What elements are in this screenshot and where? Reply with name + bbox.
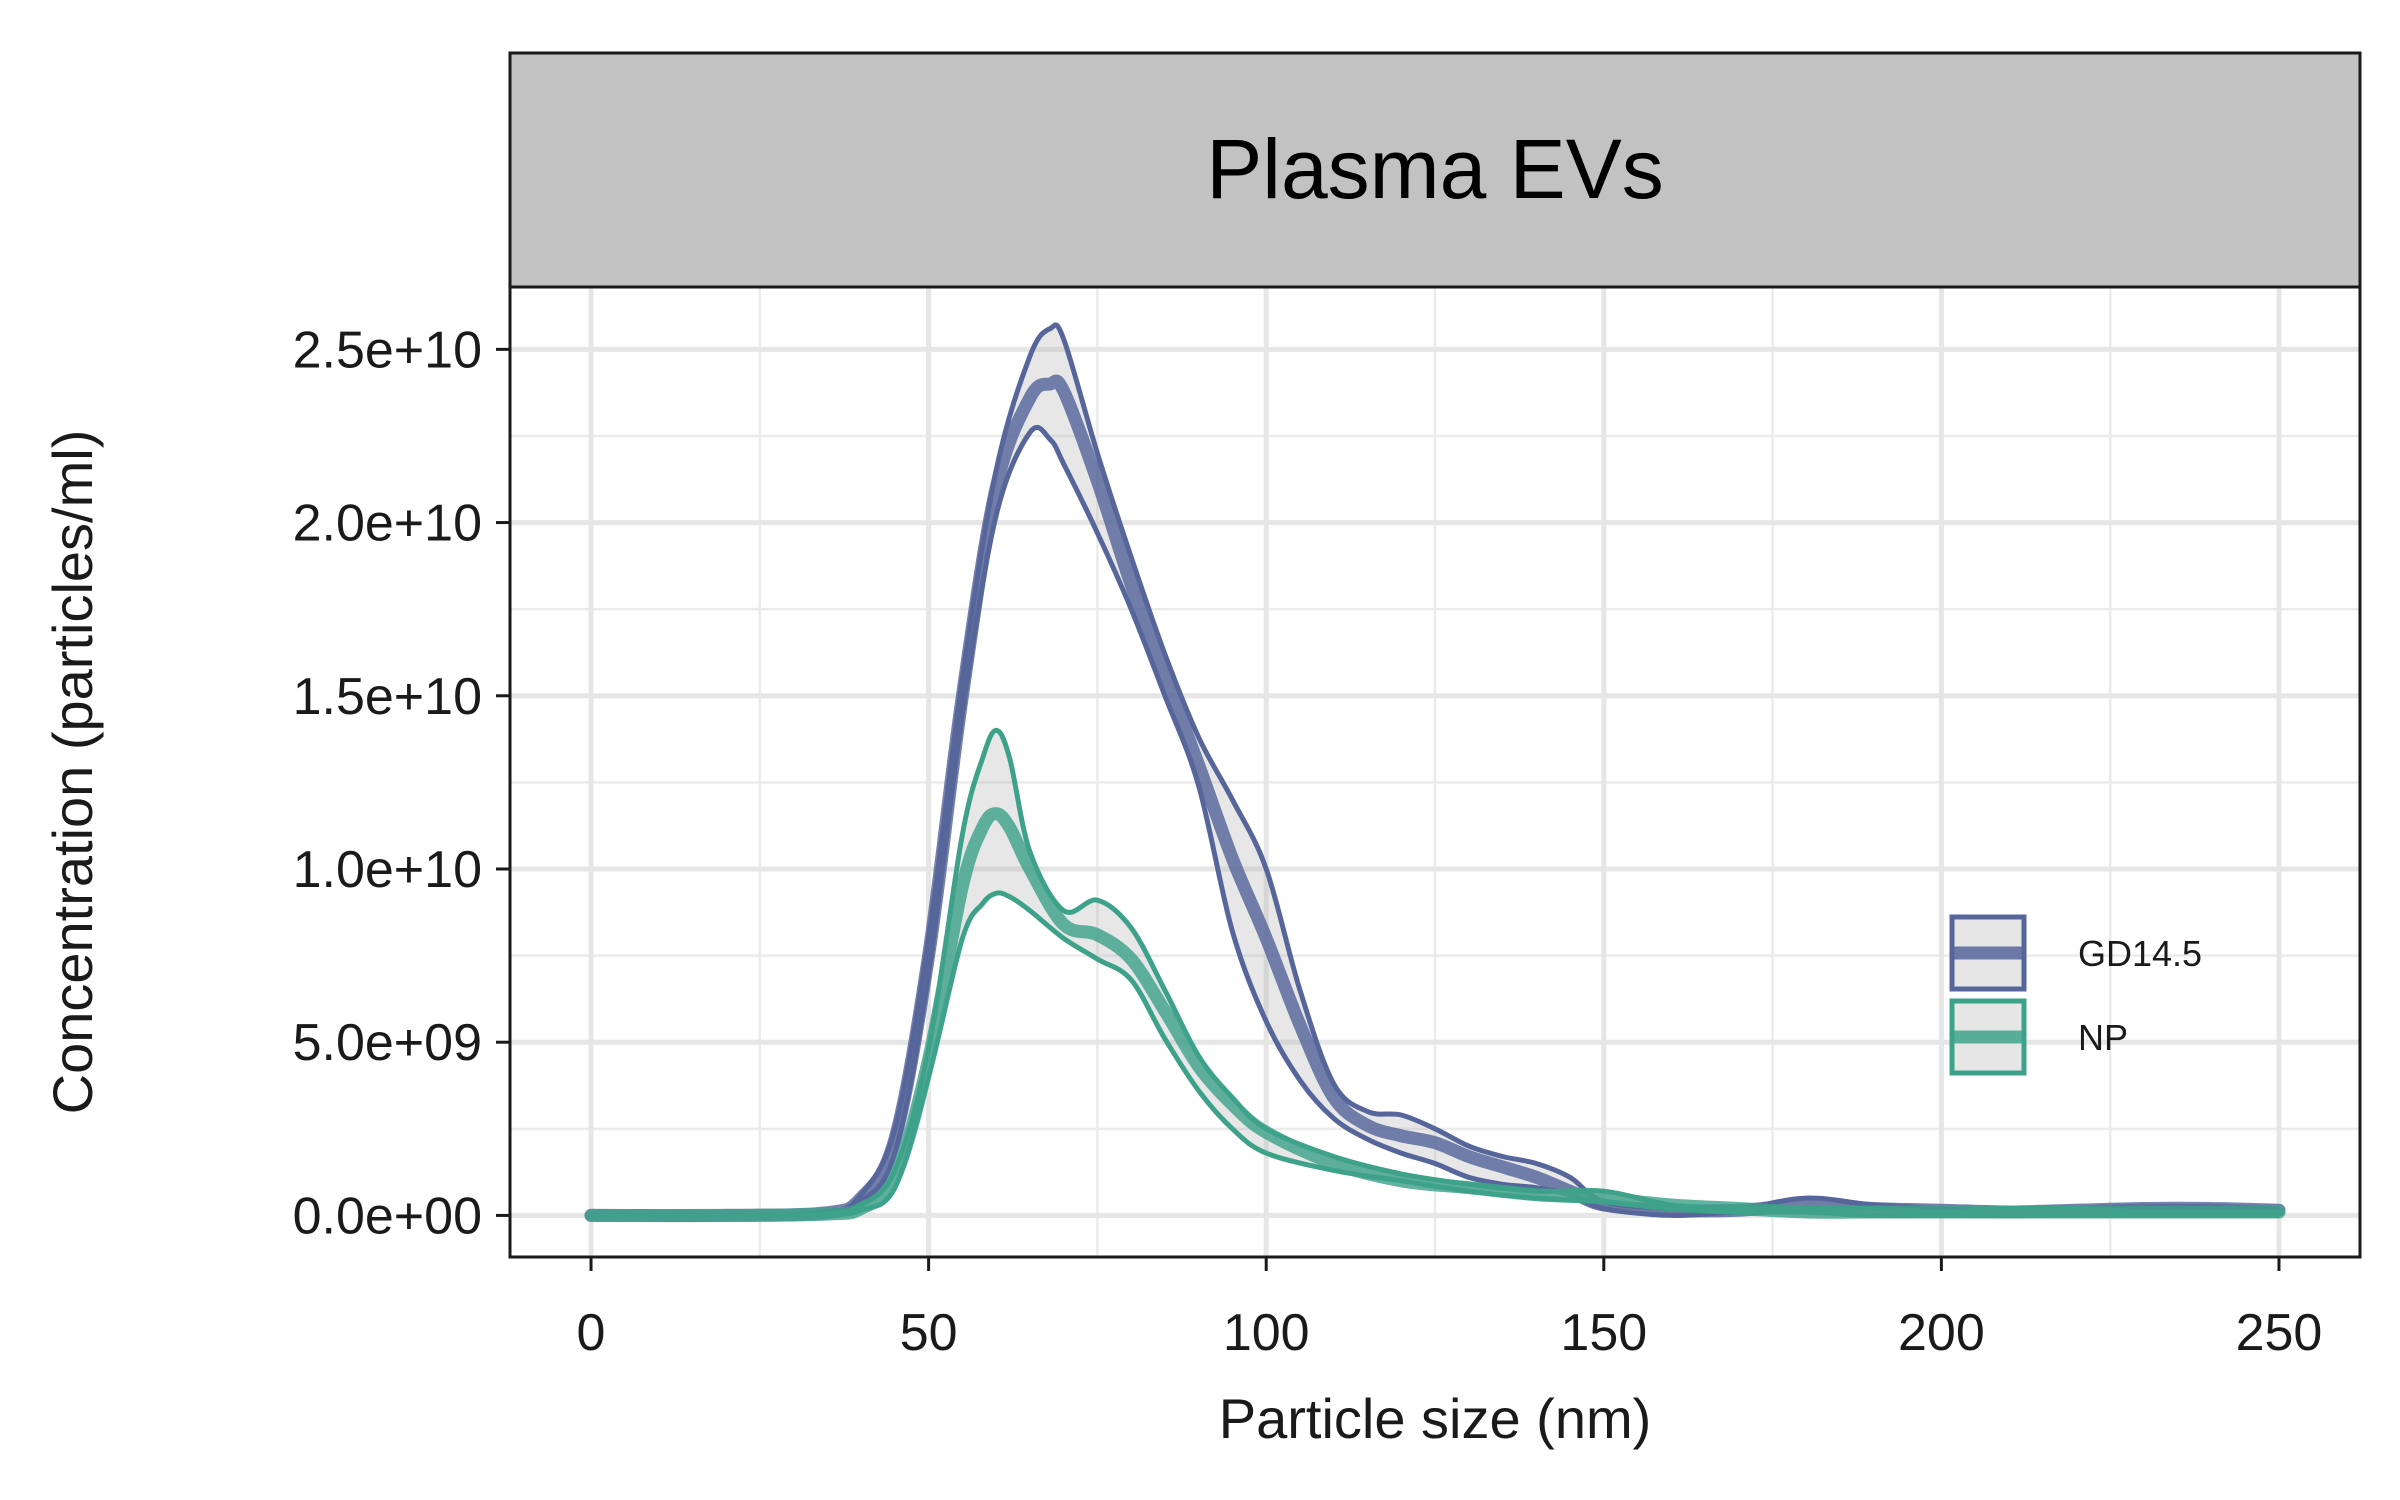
x-axis-title: Particle size (nm) [1219, 1387, 1652, 1450]
legend-label: GD14.5 [2078, 933, 2202, 974]
legend-label: NP [2078, 1017, 2128, 1058]
y-axis-title: Concentration (particles/ml) [41, 430, 104, 1115]
grid-minor [510, 287, 2360, 1257]
y-tick-label: 2.5e+10 [293, 321, 482, 379]
legend: GD14.5 NP [1949, 914, 2202, 1076]
x-tick-label: 150 [1560, 1304, 1647, 1362]
x-tick-label: 100 [1223, 1304, 1310, 1362]
facet-strip: Plasma EVs [508, 51, 2362, 289]
x-tick-label: 200 [1898, 1304, 1985, 1362]
y-tick-label: 1.0e+10 [293, 841, 482, 899]
x-axis: 0 50 100 150 200 250 [577, 1257, 2323, 1362]
y-tick-label: 0.0e+00 [293, 1187, 482, 1245]
legend-item-np: NP [1949, 998, 2128, 1076]
series-upper-line-np [590, 727, 2279, 1219]
plot-panel-border [508, 285, 2362, 1259]
y-tick-label: 5.0e+09 [293, 1014, 482, 1072]
y-axis: 0.0e+00 5.0e+09 1.0e+10 1.5e+10 2.0e+10 2.5e+… [293, 321, 510, 1245]
y-tick-label: 1.5e+10 [293, 668, 482, 726]
y-tick-label: 2.0e+10 [293, 495, 482, 553]
series-upper-line-gd14-5 [590, 322, 2280, 1219]
legend-item-gd14-5: GD14.5 [1949, 914, 2202, 992]
series-layer [584, 322, 2286, 1223]
x-tick-label: 250 [2236, 1304, 2323, 1362]
series-ribbon-np [591, 730, 2279, 1216]
x-tick-label: 50 [900, 1304, 958, 1362]
series-lower-line-np [590, 890, 2279, 1219]
series-np [584, 727, 2286, 1223]
chart-title: Plasma EVs [1206, 122, 1664, 216]
x-tick-label: 0 [577, 1304, 606, 1362]
facet-strip-background [508, 51, 2362, 289]
